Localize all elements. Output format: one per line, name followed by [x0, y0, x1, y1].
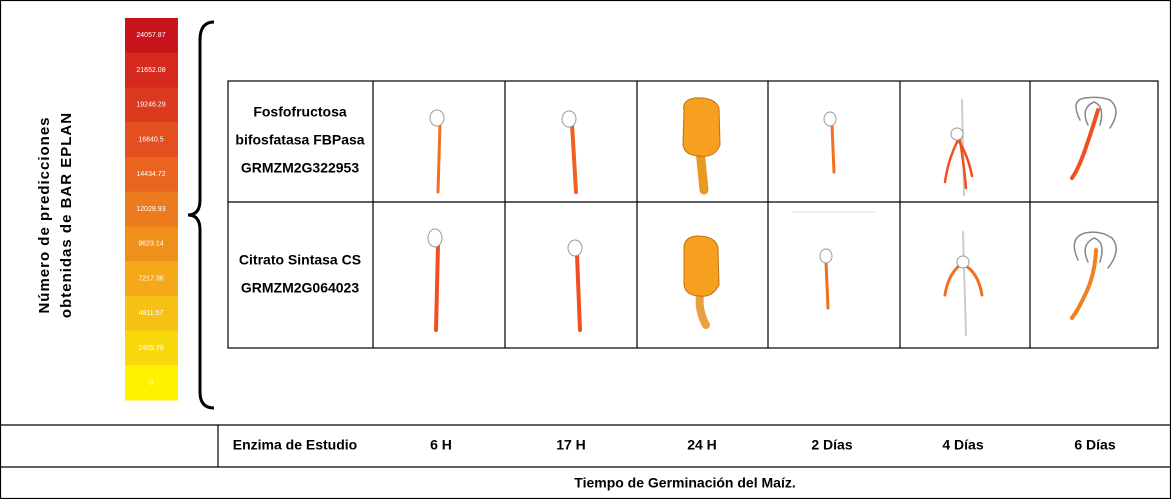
scale-label: 2405.78 [138, 345, 163, 352]
figure: Número de predicciones obtenidas de BAR E… [0, 0, 1171, 499]
y-axis-title: obtenidas de BAR EPLAN [58, 112, 75, 318]
column-header: 17 H [556, 437, 586, 453]
row-label: Fosfofructosa [253, 104, 347, 120]
column-header: 2 Días [811, 437, 852, 453]
column-header: 4 Días [942, 437, 983, 453]
brace [188, 22, 214, 408]
row-label: Citrato Sintasa CS [239, 252, 361, 268]
scale-label: 4811.57 [139, 310, 164, 317]
seedling-illustrations [428, 212, 1116, 335]
column-header: 24 H [687, 437, 717, 453]
scale-label: 24057.87 [136, 32, 165, 39]
row-label: bifosfatasa FBPasa [235, 132, 364, 148]
seedling-illustrations [430, 97, 1116, 195]
scale-label: 12028.93 [136, 206, 165, 213]
scale-label: 14434.72 [136, 171, 165, 178]
scale-label: 9623.14 [138, 241, 163, 248]
scale-label: 0 [149, 379, 153, 386]
scale-label: 7217.36 [138, 275, 163, 282]
row-label: GRMZM2G064023 [241, 280, 359, 296]
scale-label: 19246.29 [136, 102, 165, 109]
scale-label: 21652.08 [136, 67, 165, 74]
y-axis-title: Número de predicciones [36, 116, 53, 313]
column-header: 6 Días [1074, 437, 1115, 453]
column-header: Enzima de Estudio [233, 437, 357, 453]
scale-label: 16840.5 [138, 136, 163, 143]
footer-label: Tiempo de Germinación del Maíz. [574, 475, 795, 491]
column-header: 6 H [430, 437, 452, 453]
row-label: GRMZM2G322953 [241, 160, 359, 176]
